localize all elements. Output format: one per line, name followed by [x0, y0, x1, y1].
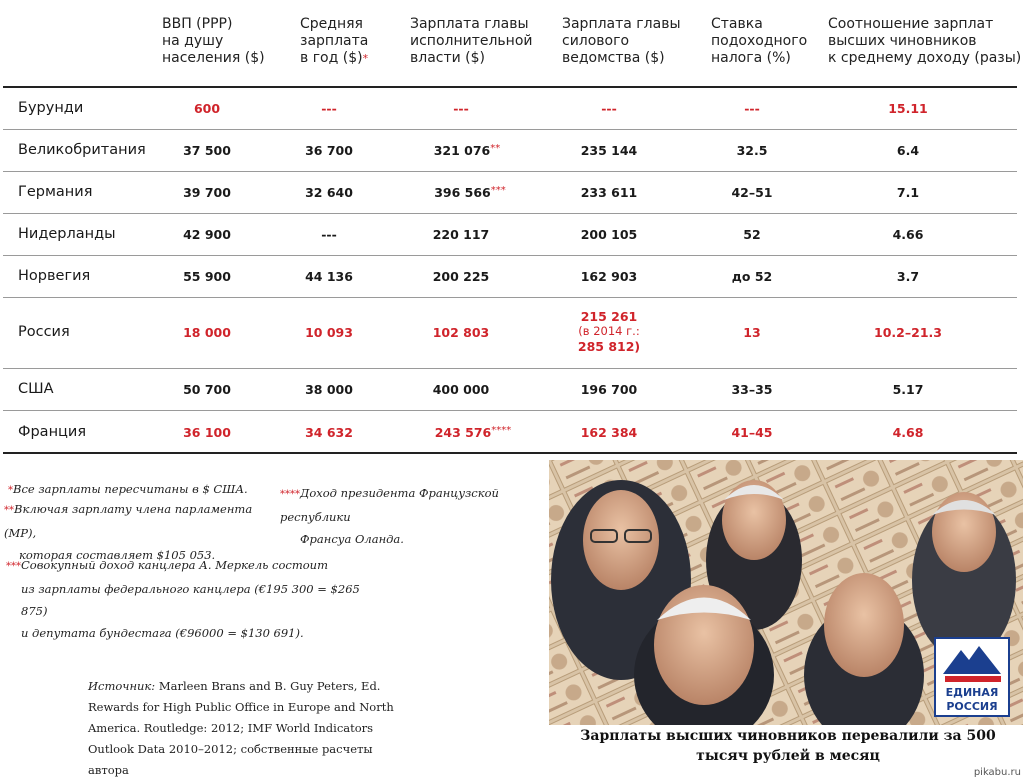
cell-sec: 162 903 — [580, 269, 638, 284]
row-divider — [3, 410, 1017, 411]
header-tax-rate: Ставка подоходного налога (%) — [711, 16, 808, 66]
cell-ratio: 6.4 — [896, 143, 920, 158]
cell-ratio: 15.11 — [888, 101, 928, 116]
cell-sec: 233 611 — [580, 185, 638, 200]
united-russia-logo: ЕДИНАЯ РОССИЯ — [934, 637, 1010, 717]
cell-avg: --- — [321, 101, 337, 116]
table-row-country: Россия — [18, 324, 70, 340]
cell-gdp: 39 700 — [183, 185, 231, 200]
cell-ratio: 3.7 — [896, 269, 920, 284]
cell-exec: --- — [453, 101, 469, 116]
row-divider — [3, 129, 1017, 130]
cell-avg: 34 632 — [305, 425, 353, 440]
footnote-2: **Включая зарплату члена парламента (MP)… — [4, 502, 253, 562]
cell-avg: 38 000 — [305, 382, 353, 397]
photo-illustration: ЕДИНАЯ РОССИЯ — [549, 460, 1023, 725]
svg-text:ЕДИНАЯ: ЕДИНАЯ — [946, 686, 999, 699]
footnote-1: *Все зарплаты пересчитаны в $ США. — [8, 482, 248, 496]
cell-avg: --- — [321, 227, 337, 242]
cell-exec: 200 225 — [432, 269, 490, 284]
cell-sec: 196 700 — [580, 382, 638, 397]
cell-tax: 13 — [743, 325, 761, 340]
table-bottom-rule — [3, 452, 1017, 454]
officials-photo-collage: ЕДИНАЯ РОССИЯ — [549, 460, 1023, 725]
cell-gdp: 37 500 — [183, 143, 231, 158]
official-portrait — [912, 492, 1016, 660]
header-gdp: ВВП (PPP) на душу населения ($) — [162, 16, 265, 66]
cell-tax: --- — [744, 101, 760, 116]
cell-exec: 396 566*** — [434, 185, 506, 200]
cell-tax: 41–45 — [731, 425, 773, 440]
cell-sec: 235 144 — [580, 143, 638, 158]
cell-gdp: 50 700 — [183, 382, 231, 397]
table-row-country: США — [18, 381, 54, 397]
cell-tax: 52 — [743, 227, 761, 242]
cell-tax: 32.5 — [736, 143, 768, 158]
cell-exec: 243 576**** — [434, 425, 512, 440]
cell-gdp: 18 000 — [183, 325, 231, 340]
watermark: pikabu.ru — [973, 767, 1021, 778]
table-top-rule — [3, 86, 1017, 88]
cell-ratio: 4.68 — [892, 425, 924, 440]
footnote-3: ***Совокупный доход канцлера А. Меркель … — [6, 558, 360, 640]
cell-avg: 10 093 — [305, 325, 353, 340]
row-divider — [3, 368, 1017, 369]
cell-exec: 220 117 — [432, 227, 490, 242]
cell-avg: 32 640 — [305, 185, 353, 200]
photo-caption: Зарплаты высших чиновников перевалили за… — [580, 728, 996, 764]
table-row-country: Франция — [18, 424, 87, 440]
official-portrait — [804, 573, 924, 725]
cell-ratio: 4.66 — [892, 227, 924, 242]
header-security-salary: Зарплата главы силового ведомства ($) — [562, 16, 681, 66]
cell-sec: 162 384 — [580, 425, 638, 440]
header-avg-salary: Средняя зарплата в год ($)* — [300, 16, 369, 66]
cell-sec: 215 261 (в 2014 г.: 285 812) — [577, 309, 641, 354]
footnote-4: ****Доход президента Французской республ… — [280, 486, 499, 546]
cell-gdp: 55 900 — [183, 269, 231, 284]
cell-avg: 44 136 — [305, 269, 353, 284]
row-divider — [3, 213, 1017, 214]
cell-exec: 400 000 — [432, 382, 490, 397]
table-row-country: Нидерланды — [18, 226, 116, 242]
table-row-country: Великобритания — [18, 142, 146, 158]
row-divider — [3, 171, 1017, 172]
cell-sec: 200 105 — [580, 227, 638, 242]
header-ratio: Соотношение зарплат высших чиновников к ср… — [828, 16, 1022, 66]
cell-gdp: 600 — [193, 101, 221, 116]
cell-tax: 42–51 — [731, 185, 773, 200]
official-portrait — [634, 585, 774, 725]
svg-text:РОССИЯ: РОССИЯ — [946, 700, 997, 713]
table-row-country: Германия — [18, 184, 93, 200]
header-exec-salary: Зарплата главы исполнительной власти ($) — [410, 16, 533, 66]
cell-exec: 321 076** — [433, 143, 501, 158]
cell-ratio: 10.2–21.3 — [874, 325, 942, 340]
cell-ratio: 5.17 — [892, 382, 924, 397]
cell-tax: до 52 — [731, 269, 773, 284]
source-note: Источник: Marleen Brans and B. Guy Peter… — [88, 679, 394, 777]
cell-sec: --- — [601, 101, 617, 116]
table-row-country: Норвегия — [18, 268, 91, 284]
cell-exec: 102 803 — [432, 325, 490, 340]
cell-gdp: 42 900 — [183, 227, 231, 242]
cell-ratio: 7.1 — [896, 185, 920, 200]
cell-avg: 36 700 — [305, 143, 353, 158]
cell-tax: 33–35 — [731, 382, 773, 397]
row-divider — [3, 255, 1017, 256]
row-divider — [3, 297, 1017, 298]
cell-gdp: 36 100 — [183, 425, 231, 440]
table-row-country: Бурунди — [18, 100, 84, 116]
